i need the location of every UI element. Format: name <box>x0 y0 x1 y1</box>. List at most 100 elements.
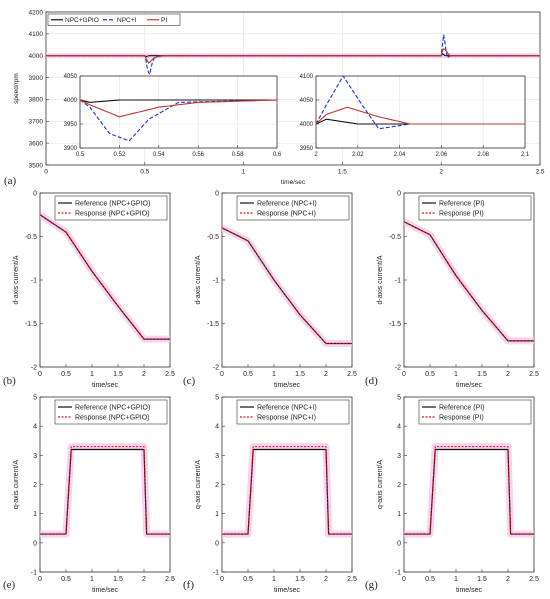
y-axis-label: d-axis current/A <box>195 255 202 304</box>
x-tick-label: 0 <box>220 371 224 378</box>
y-tick-label: 1 <box>397 511 401 518</box>
x-tick-label: 2 <box>142 371 146 378</box>
plot-frame <box>221 192 353 368</box>
legend-label: Reference (NPC+I) <box>257 200 317 207</box>
chart-d: 0 0.5 1 1.5 2 2.5 -2 -1.5 -1 -0.5 0 Reference (PI) R… <box>365 190 539 389</box>
legend-box <box>418 195 532 221</box>
y-tick-label: 3950 <box>64 122 78 128</box>
y-tick-label: 5 <box>33 394 37 401</box>
plot-area <box>222 193 352 367</box>
legend-label: Reference (PI) <box>439 200 485 207</box>
x-tick-label: 0.6 <box>273 152 282 158</box>
x-tick-label: 2.08 <box>477 152 489 158</box>
series-line-npc-gpio <box>80 99 277 103</box>
y-tick-label: -1 <box>31 277 37 284</box>
y-tick-label: 1 <box>215 511 219 518</box>
y-axis-label: q-axis current/A <box>377 460 384 509</box>
y-axis-label: q-axis current/A <box>195 460 202 509</box>
y-tick-label: 3900 <box>29 75 44 82</box>
x-tick-label: 1.5 <box>295 576 305 583</box>
chart-a: 0 0.5 1 1.5 2 2.5 3500 3600 3700 3800 3900 4000 4100… <box>4 9 545 187</box>
panel-label: (d) <box>365 375 378 387</box>
inset-2: 2 2.02 2.04 2.06 2.08 2.1 3950 4000 4050 4100 <box>300 74 530 158</box>
x-tick-label: 0.58 <box>232 152 244 158</box>
y-tick-label: -1 <box>213 277 219 284</box>
x-tick-label: 2 <box>506 371 510 378</box>
x-tick-label: 2.5 <box>165 576 175 583</box>
y-tick-label: 4 <box>215 424 219 431</box>
x-tick-label: 2.02 <box>352 152 364 158</box>
x-tick-label: 2.06 <box>436 152 448 158</box>
y-tick-label: -1 <box>31 569 37 576</box>
y-tick-label: -1 <box>395 569 401 576</box>
panel-label: (f) <box>183 579 194 591</box>
y-tick-label: -1 <box>213 569 219 576</box>
y-tick-label: 4100 <box>29 31 44 38</box>
y-tick-label: 3800 <box>29 97 44 104</box>
legend-label: NPC+I <box>117 17 137 24</box>
x-tick-label: 0.5 <box>425 576 435 583</box>
plot-frame <box>403 396 535 573</box>
series-line-pi <box>46 48 540 64</box>
chart-b: 0 0.5 1 1.5 2 2.5 -2 -1.5 -1 -0.5 0 Reference (NPC+… <box>3 190 175 389</box>
series-line-pi <box>80 99 277 118</box>
legend-box <box>236 195 350 221</box>
y-tick-label: 3700 <box>29 119 44 126</box>
y-tick-label: -2 <box>395 364 401 371</box>
x-tick-label: 1 <box>272 371 276 378</box>
x-tick-label: 2.1 <box>521 152 530 158</box>
x-tick-label: 2.04 <box>394 152 406 158</box>
legend-label: Response (NPC+GPIO) <box>75 414 150 421</box>
x-tick-label: 1 <box>242 169 246 176</box>
y-tick-label: 0 <box>33 190 37 197</box>
x-tick-label: 2.5 <box>529 576 539 583</box>
y-tick-label: 3 <box>215 453 219 460</box>
x-axis-label: time/sec <box>456 587 483 594</box>
y-tick-label: 4050 <box>64 74 78 80</box>
plot-frame <box>39 396 171 573</box>
legend-label: Reference (PI) <box>439 404 485 411</box>
y-tick-label: -1.5 <box>389 321 401 328</box>
x-tick-label: 2 <box>506 576 510 583</box>
x-tick-label: 2 <box>324 371 328 378</box>
x-axis-label: time/sec <box>274 587 301 594</box>
legend-box <box>236 399 350 425</box>
x-tick-label: 0 <box>402 371 406 378</box>
y-tick-label: 2 <box>33 482 37 489</box>
legend-box <box>418 399 532 425</box>
y-tick-label: 4050 <box>300 98 314 104</box>
x-tick-label: 0 <box>220 576 224 583</box>
chart-c: 0 0.5 1 1.5 2 2.5 -2 -1.5 -1 -0.5 0 Reference (NPC+… <box>183 190 357 389</box>
inset-1: 0.5 0.52 0.54 0.56 0.58 0.6 3900 3950 4000 4050 <box>64 74 282 158</box>
y-tick-label: 3 <box>397 453 401 460</box>
plot-frame <box>39 192 171 368</box>
panel-label: (b) <box>3 375 16 387</box>
legend-label: Response (NPC+I) <box>257 414 316 421</box>
y-tick-label: 5 <box>397 394 401 401</box>
y-axis-label: d-axis current/A <box>377 255 384 304</box>
y-tick-label: 2 <box>215 482 219 489</box>
y-tick-label: 4000 <box>64 98 78 104</box>
y-tick-label: 3950 <box>300 146 314 152</box>
x-tick-label: 1.5 <box>113 371 123 378</box>
y-tick-label: 4 <box>33 424 37 431</box>
series-line-response-npc-gpio- <box>40 446 170 535</box>
legend-label: NPC+GPIO <box>65 17 99 24</box>
x-tick-label: 1 <box>90 371 94 378</box>
x-tick-label: 0.5 <box>140 169 149 176</box>
y-tick-label: 0 <box>33 540 37 547</box>
y-axis-label: q-axis current/A <box>13 460 20 509</box>
legend-box <box>54 399 168 425</box>
x-tick-label: 1.5 <box>477 576 487 583</box>
y-tick-label: -1.5 <box>25 321 37 328</box>
x-tick-label: 0.5 <box>76 152 85 158</box>
series-line-response-npc-i- <box>222 227 352 345</box>
y-tick-label: 3600 <box>29 140 44 147</box>
plot-area <box>80 76 277 148</box>
y-tick-label: 0 <box>397 540 401 547</box>
x-tick-label: 0.5 <box>243 371 253 378</box>
legend-box <box>47 13 181 26</box>
x-tick-label: 0.5 <box>425 371 435 378</box>
x-tick-label: 1.5 <box>295 371 305 378</box>
